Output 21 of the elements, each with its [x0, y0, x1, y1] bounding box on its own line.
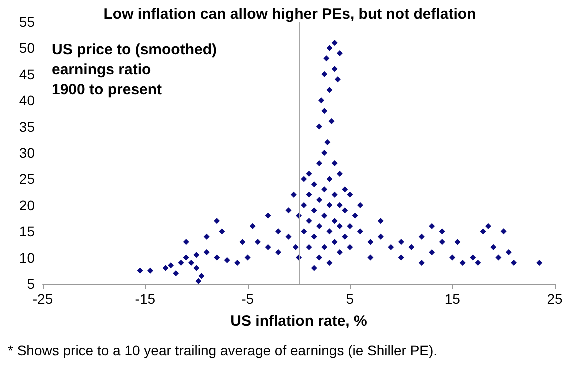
x-tick-label: 5	[346, 291, 354, 307]
x-tick-label: -5	[242, 291, 254, 307]
y-tick-label: 55	[19, 14, 36, 30]
y-tick-label: 40	[19, 92, 36, 109]
y-tick-label: 30	[19, 145, 36, 161]
x-tick-label: 25	[547, 291, 563, 307]
y-tick-label: 35	[19, 118, 36, 135]
x-axis-title: US inflation rate, %	[230, 313, 368, 330]
y-tick-label: 50	[19, 40, 36, 56]
y-tick-label: 10	[19, 250, 36, 266]
y-tick-label: 45	[19, 66, 36, 82]
annotation: US price to (smoothed) earnings ratio 1900 to present	[52, 42, 218, 98]
x-tick-label: -15	[135, 291, 156, 307]
y-tick-label: 25	[19, 171, 36, 188]
x-tick-label: -25	[32, 291, 54, 307]
chart-title: Low inflation can allow higher PEs, but not deflation	[104, 6, 476, 23]
x-tick-label: 15	[444, 291, 461, 307]
y-tick-label: 5	[27, 276, 36, 292]
text: * Shows price to a 10 year trailing average of earnings (ie Shiller PE).	[8, 342, 438, 358]
y-tick-label: 15	[19, 224, 36, 240]
y-tick-label: 20	[19, 197, 36, 214]
